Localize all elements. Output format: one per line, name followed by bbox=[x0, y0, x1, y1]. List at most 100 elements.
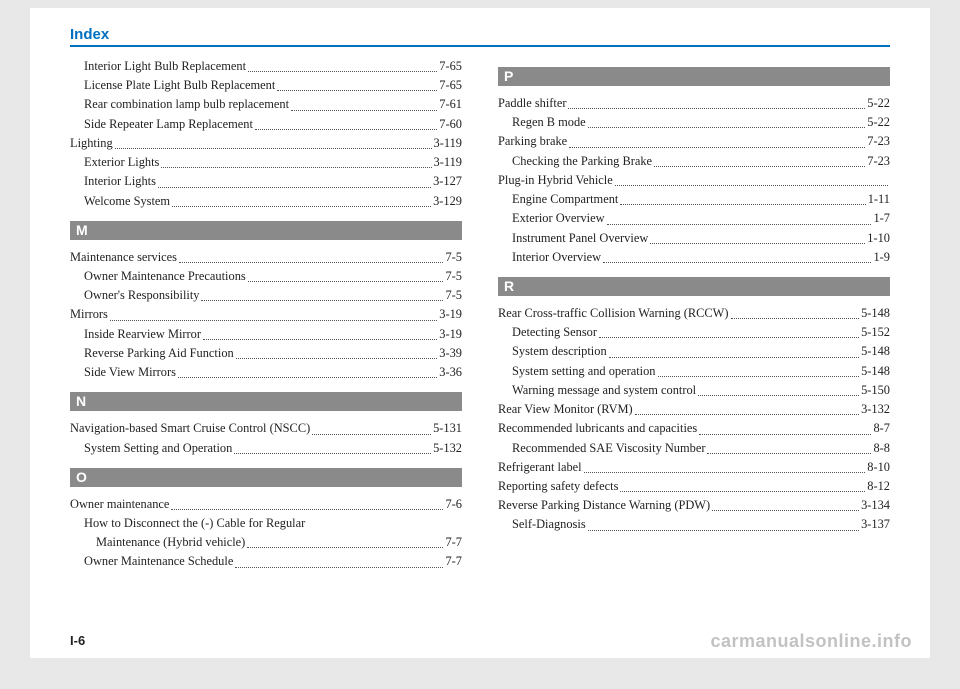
entry-label: Rear combination lamp bulb replacement bbox=[84, 95, 289, 114]
entry-label: Owner Maintenance Precautions bbox=[84, 267, 246, 286]
entry-label: Reverse Parking Distance Warning (PDW) bbox=[498, 496, 710, 515]
leader-dots bbox=[161, 153, 431, 168]
entry-label: License Plate Light Bulb Replacement bbox=[84, 76, 275, 95]
entry-page: 3-127 bbox=[433, 172, 462, 191]
index-entry: Lighting3-119 bbox=[70, 134, 462, 153]
entry-label: Side View Mirrors bbox=[84, 363, 176, 382]
entry-page: 3-119 bbox=[434, 153, 462, 172]
index-entry: Maintenance services7-5 bbox=[70, 248, 462, 267]
entry-page: 7-65 bbox=[439, 76, 462, 95]
leader-dots bbox=[236, 344, 438, 359]
leader-dots bbox=[171, 495, 443, 510]
leader-dots bbox=[248, 267, 444, 282]
entry-page: 3-19 bbox=[439, 305, 462, 324]
entry-label: Owner Maintenance Schedule bbox=[84, 552, 233, 571]
entry-label: Warning message and system control bbox=[512, 381, 696, 400]
entry-label: Interior Lights bbox=[84, 172, 156, 191]
leader-dots bbox=[588, 515, 859, 530]
entry-label: How to Disconnect the (-) Cable for Regu… bbox=[84, 514, 305, 533]
leader-dots bbox=[277, 76, 437, 91]
page-number: I-6 bbox=[70, 633, 85, 648]
entry-label: Paddle shifter bbox=[498, 94, 566, 113]
entry-page: 7-6 bbox=[445, 495, 462, 514]
entry-page: 1-10 bbox=[867, 229, 890, 248]
column-right: PPaddle shifter5-22Regen B mode5-22Parki… bbox=[498, 57, 890, 572]
index-entry: Mirrors 3-19 bbox=[70, 305, 462, 324]
entry-label: Recommended SAE Viscosity Number bbox=[512, 439, 705, 458]
index-entry: Interior Light Bulb Replacement 7-65 bbox=[70, 57, 462, 76]
leader-dots bbox=[234, 439, 431, 454]
entry-page: 7-5 bbox=[445, 267, 462, 286]
entry-page: 8-8 bbox=[873, 439, 890, 458]
section-letter-bar: R bbox=[498, 277, 890, 296]
column-left: Interior Light Bulb Replacement7-65Licen… bbox=[70, 57, 462, 572]
index-entry: Inside Rearview Mirror3-19 bbox=[70, 325, 462, 344]
entry-label: Interior Light Bulb Replacement bbox=[84, 57, 246, 76]
index-entry: Paddle shifter5-22 bbox=[498, 94, 890, 113]
leader-dots bbox=[110, 305, 437, 320]
index-entry: Owner maintenance7-6 bbox=[70, 495, 462, 514]
entry-label: Inside Rearview Mirror bbox=[84, 325, 201, 344]
index-entry: Side View Mirrors 3-36 bbox=[70, 363, 462, 382]
page: Index Interior Light Bulb Replacement 7-6… bbox=[30, 8, 930, 658]
entry-label: Owner's Responsibility bbox=[84, 286, 199, 305]
entry-label: Engine Compartment bbox=[512, 190, 618, 209]
leader-dots bbox=[179, 248, 443, 263]
index-entry: Plug-in Hybrid Vehicle bbox=[498, 171, 890, 190]
entry-label: Mirrors bbox=[70, 305, 108, 324]
entry-label: Exterior Overview bbox=[512, 209, 605, 228]
leader-dots bbox=[620, 190, 865, 205]
entry-page: 8-10 bbox=[867, 458, 890, 477]
entry-label: System description bbox=[512, 342, 607, 361]
index-entry: Detecting Sensor5-152 bbox=[498, 323, 890, 342]
index-entry: How to Disconnect the (-) Cable for Regu… bbox=[70, 514, 462, 533]
section-letter: R bbox=[504, 278, 514, 294]
index-entry: Recommended lubricants and capacities8-7 bbox=[498, 419, 890, 438]
entry-page: 5-148 bbox=[861, 304, 890, 323]
entry-label: Instrument Panel Overview bbox=[512, 229, 648, 248]
entry-label: Navigation-based Smart Cruise Control (N… bbox=[70, 419, 310, 438]
index-heading: Index bbox=[70, 26, 109, 45]
index-entry: Navigation-based Smart Cruise Control (N… bbox=[70, 419, 462, 438]
leader-dots bbox=[291, 95, 437, 110]
index-entry: System Setting and Operation5-132 bbox=[70, 439, 462, 458]
leader-dots bbox=[650, 229, 865, 244]
section-letter-bar: O bbox=[70, 468, 462, 487]
header-rule: Index bbox=[70, 26, 890, 47]
entry-label: Parking brake bbox=[498, 132, 567, 151]
leader-dots bbox=[699, 419, 871, 434]
leader-dots bbox=[635, 400, 859, 415]
entry-page: 3-36 bbox=[439, 363, 462, 382]
index-entry: Exterior Overview 1-7 bbox=[498, 209, 890, 228]
entry-page: 7-65 bbox=[439, 57, 462, 76]
leader-dots bbox=[115, 134, 432, 149]
entry-label: Welcome System bbox=[84, 192, 170, 211]
entry-page: 8-12 bbox=[867, 477, 890, 496]
entry-page: 5-148 bbox=[861, 342, 890, 361]
leader-dots bbox=[609, 342, 859, 357]
entry-label: Maintenance (Hybrid vehicle) bbox=[96, 533, 245, 552]
entry-label: Self-Diagnosis bbox=[512, 515, 586, 534]
section-letter-bar: M bbox=[70, 221, 462, 240]
index-entry: Rear combination lamp bulb replacement7-… bbox=[70, 95, 462, 114]
entry-page: 1-11 bbox=[868, 190, 890, 209]
entry-page: 8-7 bbox=[873, 419, 890, 438]
entry-label: Detecting Sensor bbox=[512, 323, 597, 342]
entry-label: Reverse Parking Aid Function bbox=[84, 344, 234, 363]
entry-page: 3-132 bbox=[861, 400, 890, 419]
leader-dots bbox=[178, 363, 437, 378]
index-entry: Interior Lights 3-127 bbox=[70, 172, 462, 191]
index-entry: Checking the Parking Brake7-23 bbox=[498, 152, 890, 171]
leader-dots bbox=[255, 115, 437, 130]
index-entry: License Plate Light Bulb Replacement 7-65 bbox=[70, 76, 462, 95]
index-entry: Warning message and system control5-150 bbox=[498, 381, 890, 400]
leader-dots bbox=[588, 113, 866, 128]
entry-page: 7-23 bbox=[867, 132, 890, 151]
index-entry: Owner Maintenance Schedule7-7 bbox=[70, 552, 462, 571]
entry-page: 1-7 bbox=[873, 209, 890, 228]
leader-dots bbox=[707, 439, 871, 454]
index-entry: Self-Diagnosis3-137 bbox=[498, 515, 890, 534]
section-letter-bar: N bbox=[70, 392, 462, 411]
index-entry: Owner Maintenance Precautions 7-5 bbox=[70, 267, 462, 286]
leader-dots bbox=[658, 362, 860, 377]
